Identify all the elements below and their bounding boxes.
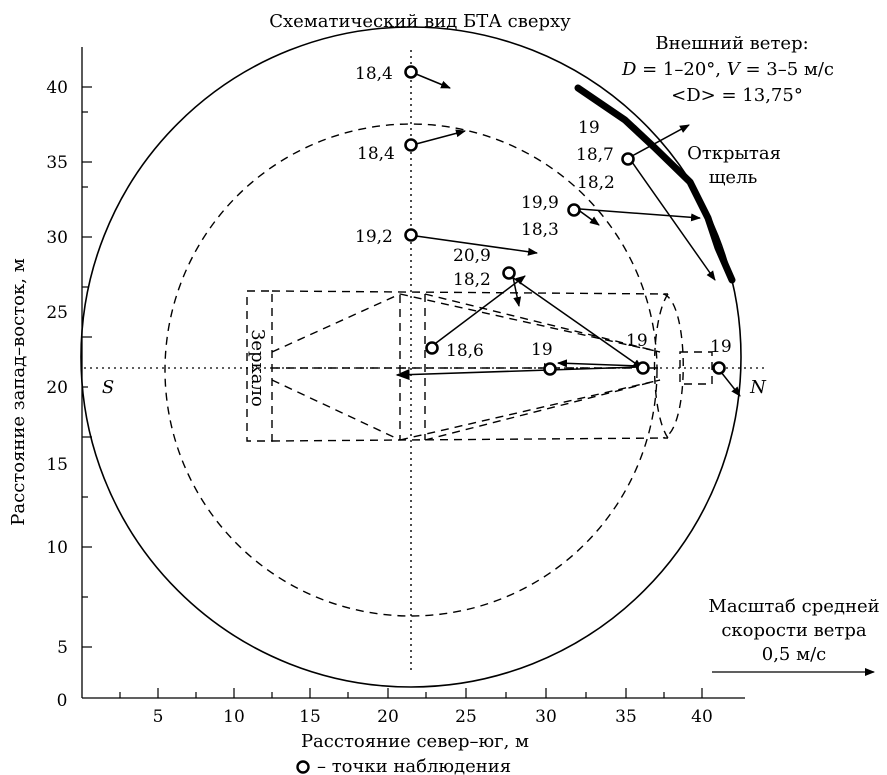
wind-vector	[579, 208, 701, 222]
observation-point	[543, 362, 557, 376]
wind-note-line2: D = 1–20°, V = 3–5 м/с	[621, 59, 834, 80]
legend-point-icon	[296, 760, 310, 774]
wind-vector	[435, 275, 526, 344]
y-tick-label: 35	[46, 153, 68, 173]
y-tick-label: 15	[46, 455, 68, 475]
mirror-label: Зеркало	[247, 329, 268, 407]
observation-label: 18,6	[446, 341, 484, 361]
legend: – точки наблюдения	[296, 756, 511, 775]
external-wind-note: Внешний ветер: D = 1–20°, V = 3–5 м/с <D…	[621, 33, 834, 106]
gap-note-line2: щель	[709, 167, 758, 188]
diagram-title: Схематический вид БТА сверху	[269, 11, 571, 32]
wind-vector	[415, 73, 451, 89]
x-tick-label: 30	[535, 707, 557, 727]
observation-label: 18,2	[453, 270, 491, 290]
observation-label: 19	[578, 118, 600, 138]
y-axis-title: Расстояние запад–восток, м	[8, 258, 29, 525]
y-tick-label: 40	[46, 78, 68, 98]
gap-note-line1: Открытая	[687, 143, 781, 164]
dome-outer-circle	[80, 26, 742, 688]
wind-vectors	[395, 73, 741, 397]
observation-label: 19	[626, 331, 648, 351]
wind-vector	[631, 124, 690, 157]
y-tick-labels: 5 10 15 20 25 30 35 40	[46, 78, 68, 658]
y-ticks	[82, 86, 92, 648]
x-axis-title: Расстояние север–юг, м	[301, 731, 529, 752]
wind-vector	[511, 276, 643, 369]
wind-note-rest2: = 3–5 м/с	[740, 59, 834, 80]
scale-line2: скорости ветра	[721, 620, 867, 641]
observation-point	[567, 203, 581, 217]
observation-label: 18,2	[577, 173, 615, 193]
open-slit	[574, 84, 736, 284]
origin-label: 0	[57, 691, 68, 711]
observation-point	[636, 361, 650, 375]
observation-label: 18,3	[521, 220, 559, 240]
wind-vector	[415, 235, 538, 256]
wind-vector	[395, 366, 641, 381]
observation-point	[621, 152, 635, 166]
x-tick-label: 15	[299, 707, 321, 727]
y-tick-label: 20	[46, 378, 68, 398]
south-label: S	[102, 377, 114, 398]
scale-note: Масштаб средней скорости ветра 0,5 м/с	[708, 596, 879, 665]
observation-label: 19	[531, 340, 553, 360]
legend-text: – точки наблюдения	[317, 756, 511, 775]
open-gap-note: Открытая щель	[687, 143, 781, 188]
observation-points	[404, 65, 726, 376]
observation-point	[712, 361, 726, 375]
observation-point	[404, 228, 418, 242]
x-tick-label: 25	[455, 707, 477, 727]
observation-label: 19,2	[355, 227, 393, 247]
x-tick-label: 40	[691, 707, 713, 727]
wind-vector	[512, 276, 522, 307]
x-tick-labels: 5 10 15 20 25 30 35 40	[153, 707, 713, 727]
y-tick-label: 10	[46, 538, 68, 558]
x-tick-label: 35	[615, 707, 637, 727]
wind-note-d: D	[621, 59, 637, 80]
observation-point	[404, 65, 418, 79]
wind-vector	[557, 359, 639, 368]
y-tick-label: 30	[46, 228, 68, 248]
wind-note-v: V	[727, 59, 742, 80]
x-tick-label: 10	[223, 707, 245, 727]
observation-point	[425, 341, 439, 355]
observation-label: 18,7	[576, 145, 614, 165]
mirror-frame	[246, 290, 273, 442]
y-tick-label: 25	[46, 303, 68, 323]
observation-label: 19,9	[521, 193, 559, 213]
secondary-housing	[679, 351, 713, 385]
dome-inner-dashed-circle	[164, 123, 658, 617]
wind-vector	[576, 208, 600, 226]
wind-vector	[720, 371, 741, 397]
scale-line1: Масштаб средней	[708, 596, 879, 617]
wind-vector	[415, 129, 466, 145]
observation-label: 18,4	[357, 144, 395, 164]
wind-note-line3: <D> = 13,75°	[671, 85, 803, 106]
north-label: N	[749, 377, 767, 398]
observation-point	[502, 266, 516, 280]
x-tick-label: 20	[377, 707, 399, 727]
wind-note-line1: Внешний ветер:	[655, 33, 808, 54]
observation-point	[404, 138, 418, 152]
observation-label: 18,4	[355, 64, 393, 84]
observation-label: 19	[710, 337, 732, 357]
wind-vector	[631, 161, 716, 281]
scale-line3: 0,5 м/с	[762, 644, 827, 665]
y-tick-label: 5	[57, 638, 68, 658]
x-ticks	[119, 688, 703, 698]
observation-labels: 18,4 18,4 19 18,7 18,2 19,9 18,3 19,2 20…	[355, 64, 732, 361]
x-tick-label: 5	[153, 707, 164, 727]
observation-label: 20,9	[453, 246, 491, 266]
wind-note-rest: = 1–20°,	[636, 59, 726, 80]
